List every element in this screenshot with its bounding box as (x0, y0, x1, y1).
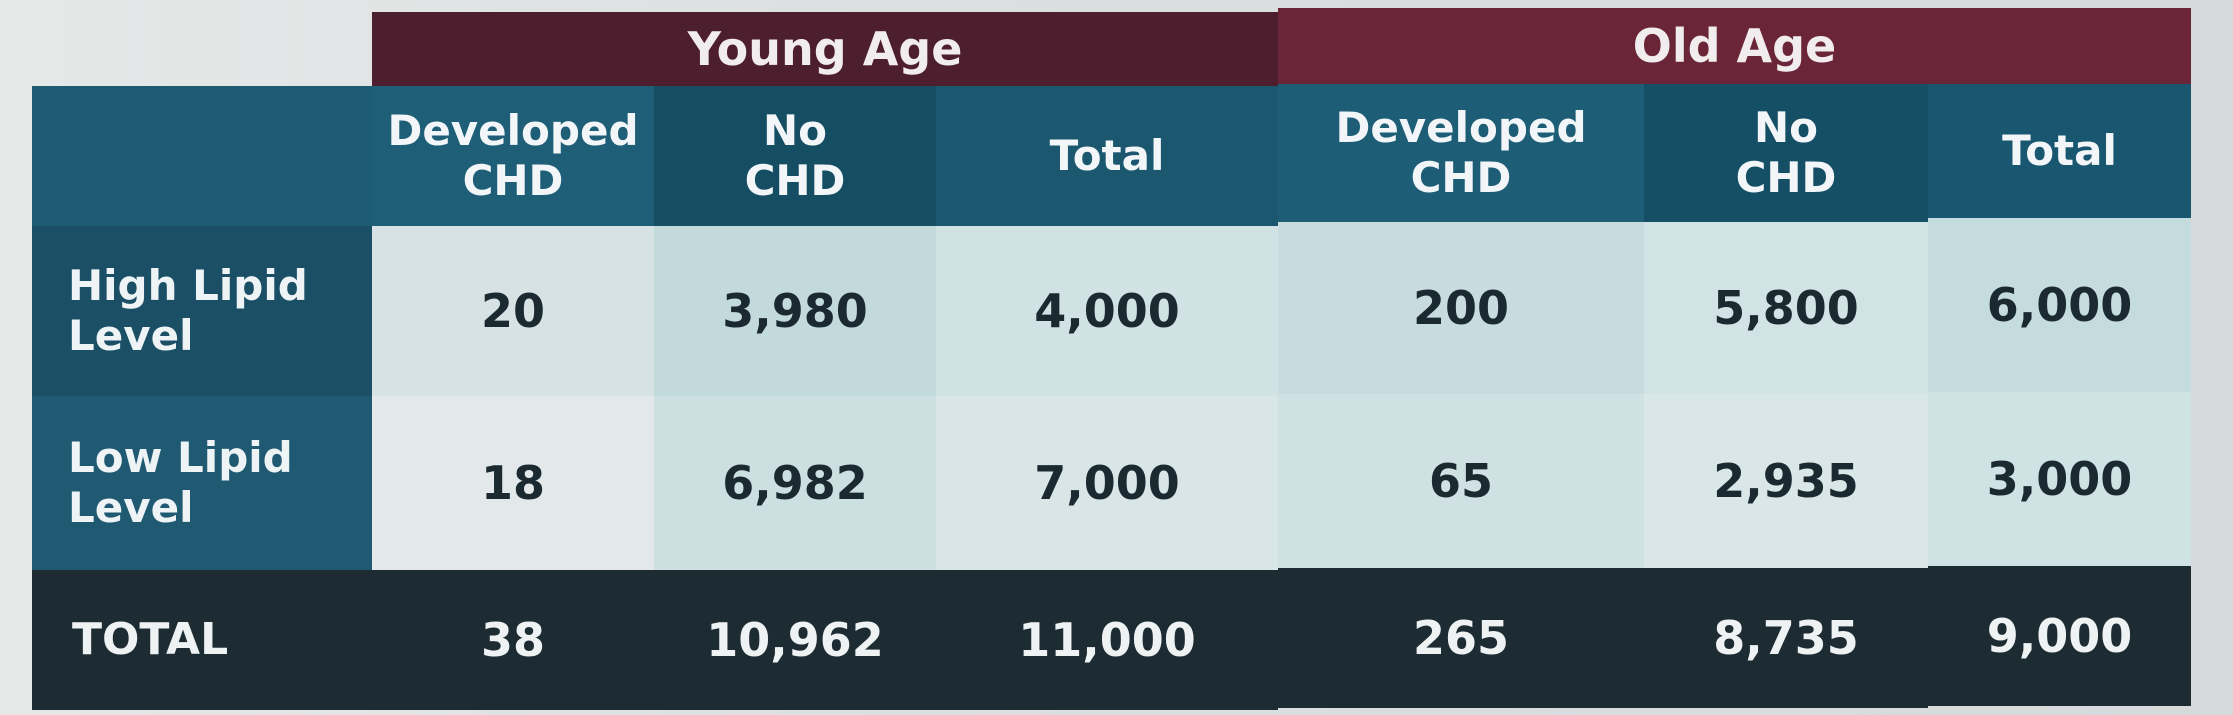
cell-high-old-developed: 200 (1278, 222, 1644, 394)
total-old-no-chd: 8,735 (1644, 568, 1928, 708)
total-young-developed: 38 (372, 570, 654, 710)
cell-low-young-developed: 18 (372, 396, 654, 570)
cell-low-old-total: 3,000 (1928, 392, 2191, 566)
cell-high-young-total: 4,000 (936, 226, 1278, 396)
row-label-high-lipid: High Lipid Level (32, 226, 372, 396)
col-header-old-total: Total (1928, 84, 2191, 218)
cell-high-young-no-chd: 3,980 (654, 226, 936, 396)
total-young-no-chd: 10,962 (654, 570, 936, 710)
cell-low-old-developed: 65 (1278, 394, 1644, 568)
cell-low-young-no-chd: 6,982 (654, 396, 936, 570)
cell-high-old-no-chd: 5,800 (1644, 222, 1928, 394)
group-header-young-age: Young Age (372, 12, 1278, 86)
col-header-young-no-chd: No CHD (654, 86, 936, 226)
cell-low-young-total: 7,000 (936, 396, 1278, 570)
cell-low-old-no-chd: 2,935 (1644, 394, 1928, 568)
cell-high-old-total: 6,000 (1928, 218, 2191, 392)
total-old-total: 9,000 (1928, 566, 2191, 706)
header-corner (32, 86, 372, 226)
col-header-young-developed-chd: Developed CHD (372, 86, 654, 226)
total-young-total: 11,000 (936, 570, 1278, 710)
col-header-old-no-chd: No CHD (1644, 84, 1928, 222)
cell-high-young-developed: 20 (372, 226, 654, 396)
group-header-old-age: Old Age (1278, 8, 2191, 84)
row-label-low-lipid: Low Lipid Level (32, 396, 372, 570)
col-header-old-developed-chd: Developed CHD (1278, 84, 1644, 222)
total-row-label: TOTAL (32, 570, 372, 710)
col-header-young-total: Total (936, 86, 1278, 226)
total-old-developed: 265 (1278, 568, 1644, 708)
